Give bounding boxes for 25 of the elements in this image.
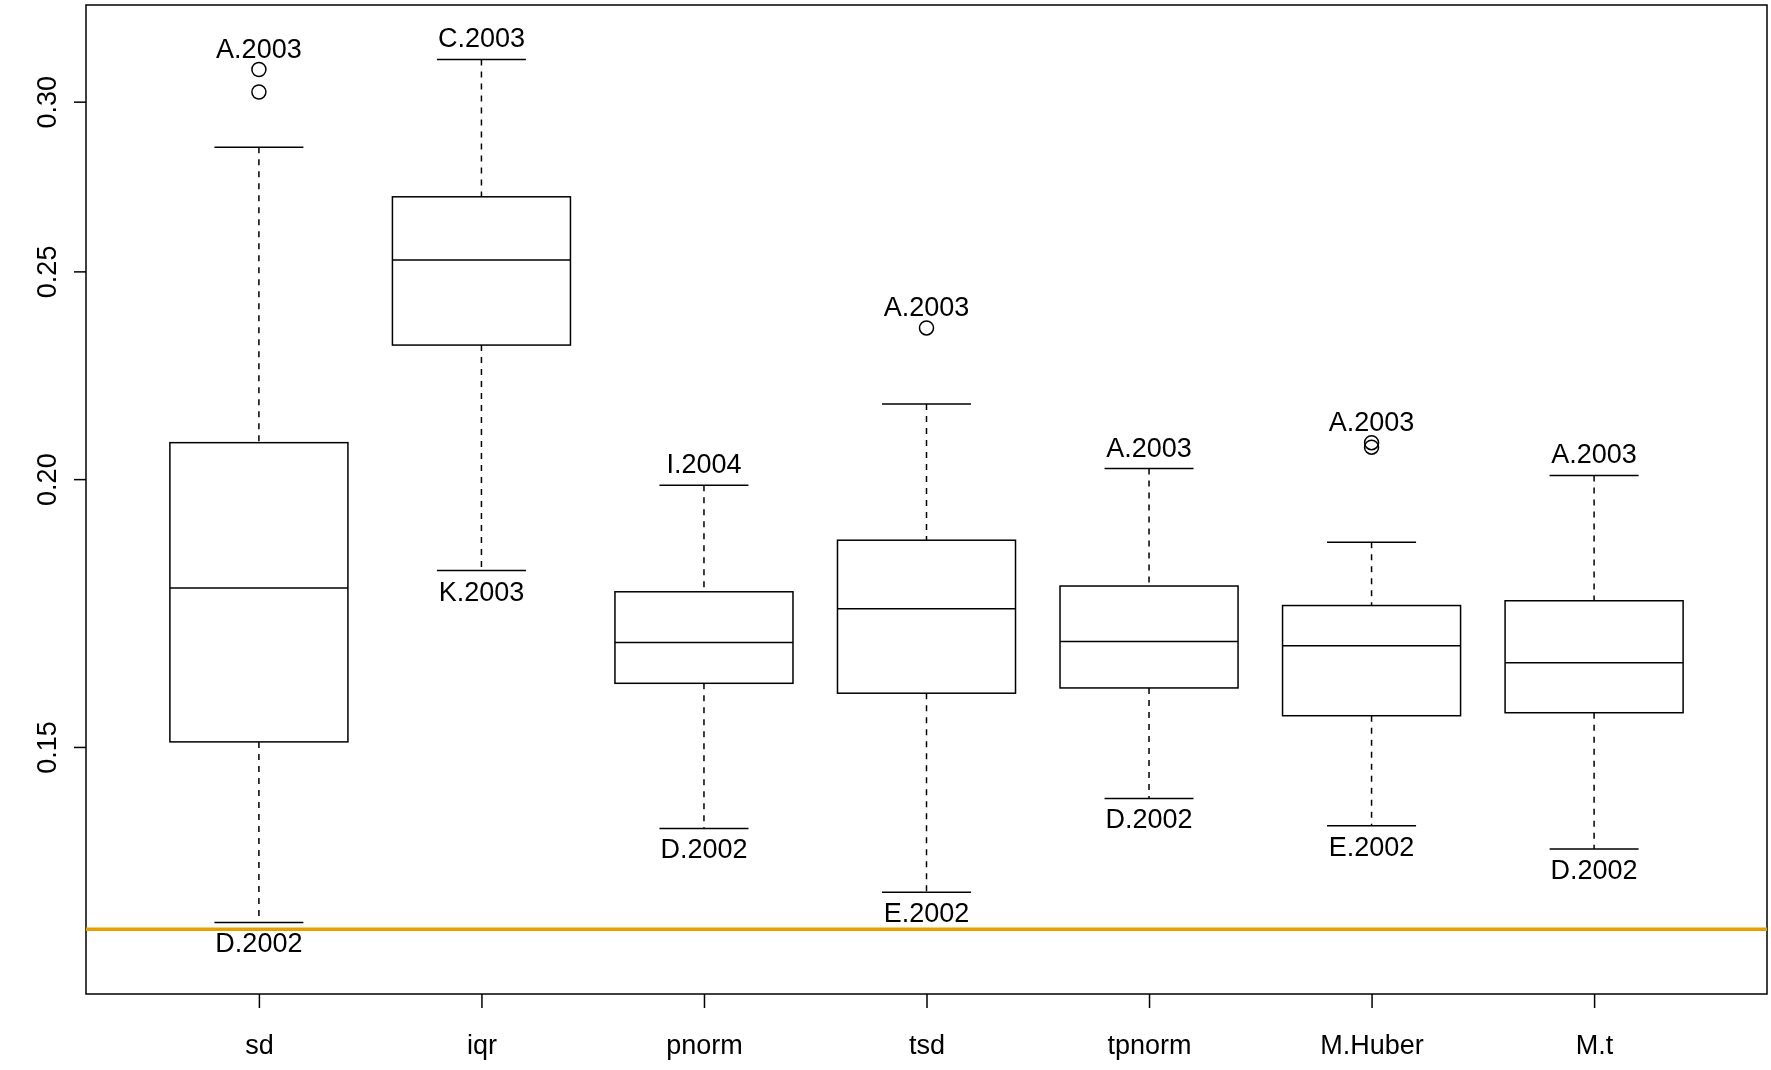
x-tick-label: M.t	[1575, 1030, 1614, 1061]
annotation: A.2003	[1328, 406, 1415, 437]
x-tick-label: sd	[245, 1030, 274, 1061]
annotation: D.2002	[215, 928, 303, 959]
x-tick-label: pnorm	[666, 1030, 743, 1061]
annotation: D.2002	[1105, 804, 1193, 835]
x-tick-label: tsd	[908, 1030, 946, 1061]
y-tick-label: 0.25	[32, 245, 62, 299]
x-tick-label: tpnorm	[1107, 1030, 1192, 1061]
annotation: E.2002	[883, 898, 970, 929]
annotation: A.2003	[883, 291, 970, 322]
annotation: A.2003	[216, 33, 302, 64]
y-tick-label: 0.20	[32, 453, 62, 506]
annotation: I.2004	[666, 449, 742, 480]
annotation: D.2002	[660, 834, 748, 865]
annotation: A.2003	[1106, 432, 1192, 463]
y-tick-label: 0.15	[32, 721, 62, 774]
annotation: E.2002	[1328, 831, 1415, 862]
annotation: K.2003	[438, 576, 525, 607]
x-tick-label: iqr	[466, 1030, 497, 1061]
annotation: A.2003	[1551, 439, 1637, 470]
annotation: C.2003	[437, 23, 525, 54]
x-tick-label: M.Huber	[1320, 1030, 1424, 1061]
y-tick-label: 0.30	[32, 75, 62, 129]
annotation: D.2002	[1550, 854, 1638, 885]
